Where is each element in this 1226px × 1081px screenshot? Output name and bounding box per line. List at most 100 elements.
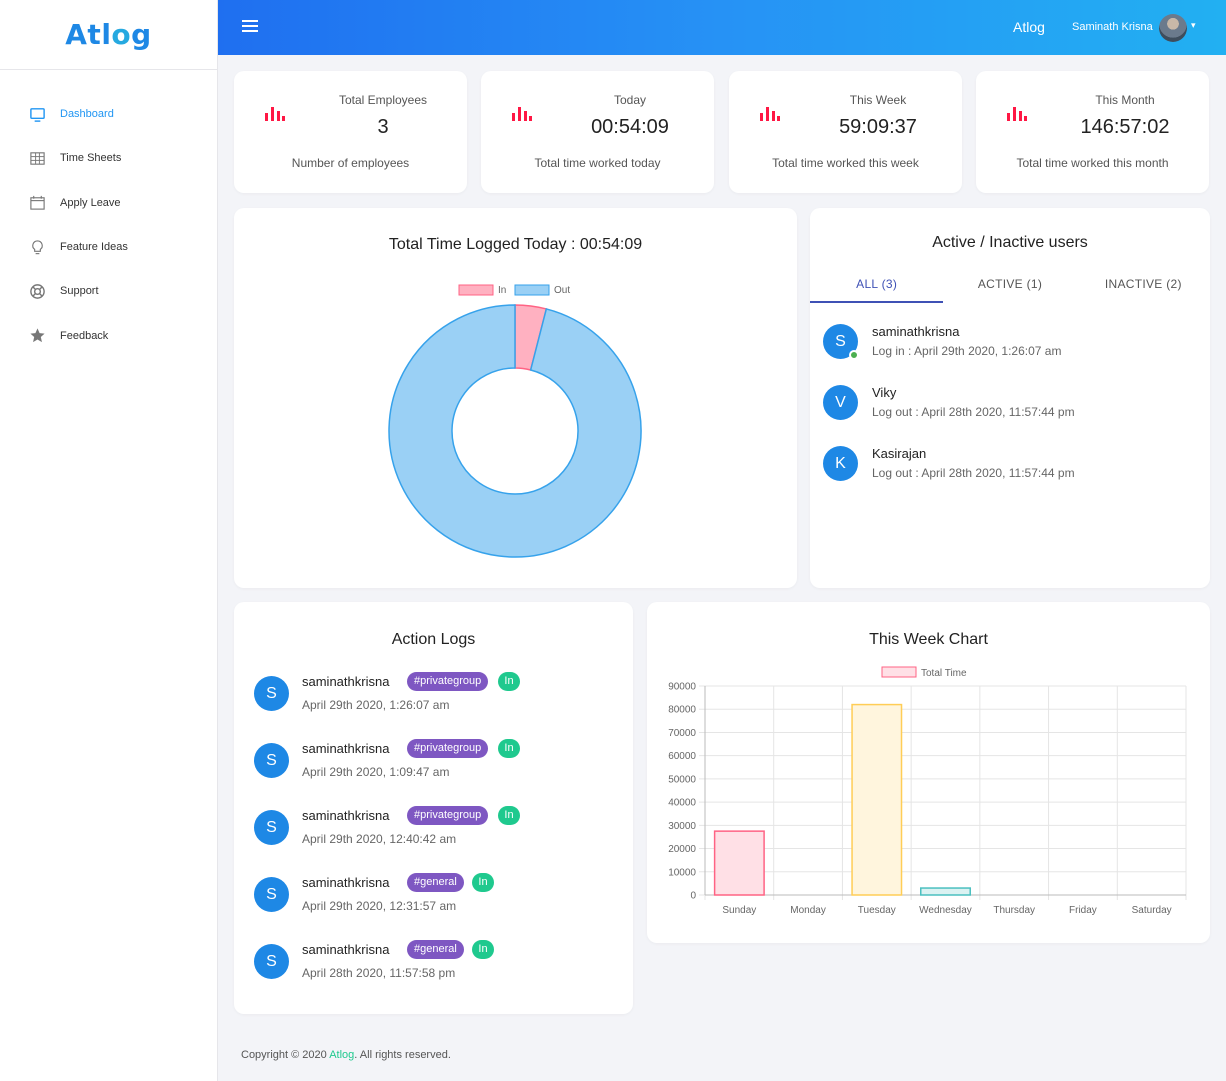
log-row[interactable]: S saminathkrisna #privategroup In April … xyxy=(254,806,623,858)
footer-brand-link[interactable]: Atlog xyxy=(329,1049,355,1061)
calendar-icon xyxy=(30,196,45,210)
log-time: April 29th 2020, 12:31:57 am xyxy=(302,899,457,913)
stat-subtitle: Number of employees xyxy=(291,156,410,170)
stat-card-this-week: This Week 59:09:37 Total time worked thi… xyxy=(729,71,962,193)
logo[interactable]: Atlog xyxy=(65,18,152,51)
donut-slice-out[interactable] xyxy=(388,304,642,558)
sidebar-item-feedback[interactable]: Feedback xyxy=(0,313,217,357)
sidebar-item-support[interactable]: Support xyxy=(0,269,217,313)
log-avatar: S xyxy=(254,810,289,845)
user-name: Viky xyxy=(872,385,897,400)
donut-chart: In Out xyxy=(388,284,642,558)
log-time: April 29th 2020, 1:09:47 am xyxy=(302,765,450,779)
log-time: April 28th 2020, 11:57:58 pm xyxy=(302,966,456,980)
log-user-name: saminathkrisna xyxy=(302,808,390,823)
footer: Copyright © 2020 Atlog. All rights reser… xyxy=(241,1049,451,1061)
sidebar-item-dashboard[interactable]: Dashboard xyxy=(0,92,217,136)
footer-text: . All rights reserved. xyxy=(354,1049,451,1061)
y-tick-label: 30000 xyxy=(668,821,696,832)
action-logs-title: Action Logs xyxy=(391,631,476,648)
log-user-name: saminathkrisna xyxy=(302,942,390,957)
bar-chart-icon xyxy=(512,107,532,121)
bar-tuesday[interactable] xyxy=(851,703,903,896)
log-row[interactable]: S saminathkrisna #general In April 29th … xyxy=(254,873,623,925)
y-tick-label: 20000 xyxy=(668,844,696,855)
bar-wednesday[interactable] xyxy=(920,887,971,896)
user-row[interactable]: K Kasirajan Log out : April 28th 2020, 1… xyxy=(823,446,1200,494)
chevron-down-icon[interactable]: ▾ xyxy=(1191,20,1196,30)
sidebar-item-label: Dashboard xyxy=(60,108,114,121)
action-logs-card: Action Logs S saminathkrisna #privategro… xyxy=(234,602,633,1014)
bar-chart-icon xyxy=(265,107,285,121)
y-tick-label: 80000 xyxy=(668,705,696,716)
log-tag-badge: #privategroup xyxy=(407,672,489,691)
y-tick-label: 40000 xyxy=(668,798,696,809)
week-bar-chart: Total Time 0 10000 20000 30000 40000 50000 600… xyxy=(668,666,1187,916)
sidebar-item-feature-ideas[interactable]: Feature Ideas xyxy=(0,225,217,269)
users-tabs: ALL (3) ACTIVE (1) INACTIVE (2) xyxy=(810,271,1210,303)
log-status-badge: In xyxy=(498,806,520,825)
stat-card-total-employees: Total Employees 3 Number of employees xyxy=(234,71,467,193)
legend-total-time-label: Total Time xyxy=(921,668,967,679)
avatar[interactable] xyxy=(1159,14,1187,42)
sidebar-item-apply-leave[interactable]: Apply Leave xyxy=(0,181,217,225)
menu-toggle-icon[interactable] xyxy=(242,20,258,34)
log-status-badge: In xyxy=(498,672,520,691)
x-tick-label: Thursday xyxy=(993,905,1035,916)
lightbulb-icon xyxy=(32,239,43,254)
stat-subtitle: Total time worked today xyxy=(534,156,661,170)
log-user-name: saminathkrisna xyxy=(302,674,390,689)
sidebar-item-label: Feedback xyxy=(60,329,109,342)
legend-out-label: Out xyxy=(554,285,570,296)
donut-chart-title: Total Time Logged Today : 00:54:09 xyxy=(388,236,643,253)
stat-subtitle: Total time worked this week xyxy=(772,156,919,170)
stat-subtitle: Total time worked this month xyxy=(1016,156,1169,170)
stat-title: Today xyxy=(613,93,647,107)
x-tick-label: Monday xyxy=(790,905,826,916)
header-user-name[interactable]: Saminath Krisna xyxy=(1072,21,1153,33)
log-row[interactable]: S saminathkrisna #privategroup In April … xyxy=(254,672,623,724)
stat-title: Total Employees xyxy=(338,93,428,107)
legend-out-swatch[interactable] xyxy=(514,284,550,296)
log-user-name: saminathkrisna xyxy=(302,875,390,890)
stat-title: This Month xyxy=(1095,93,1155,107)
stat-card-today: Today 00:54:09 Total time worked today xyxy=(481,71,714,193)
tab-active[interactable]: ACTIVE (1) xyxy=(977,277,1043,291)
log-time: April 29th 2020, 12:40:42 am xyxy=(302,832,457,846)
sidebar-item-label: Time Sheets xyxy=(60,152,122,165)
bar-sunday[interactable] xyxy=(713,830,765,896)
sidebar-nav: Dashboard Time Sheets Apply Leave Featur… xyxy=(0,70,217,358)
log-row[interactable]: S saminathkrisna #privategroup In April … xyxy=(254,739,623,791)
stat-card-this-month: This Month 146:57:02 Total time worked t… xyxy=(976,71,1209,193)
x-tick-label: Sunday xyxy=(722,905,756,916)
user-name: Kasirajan xyxy=(872,446,927,461)
log-tag-badge: #privategroup xyxy=(407,739,489,758)
tab-all[interactable]: ALL (3) xyxy=(810,271,944,303)
header-app-name[interactable]: Atlog xyxy=(1013,19,1045,35)
log-avatar: S xyxy=(254,676,289,711)
donut-chart-card: Total Time Logged Today : 00:54:09 In Ou… xyxy=(234,208,797,588)
tab-inactive[interactable]: INACTIVE (2) xyxy=(1104,277,1182,291)
users-card: Active / Inactive users ALL (3) ACTIVE (… xyxy=(810,208,1210,588)
user-name: saminathkrisna xyxy=(872,324,960,339)
log-status-badge: In xyxy=(472,940,494,959)
sidebar-item-time-sheets[interactable]: Time Sheets xyxy=(0,136,217,180)
legend-total-time-swatch[interactable] xyxy=(881,666,917,678)
user-status: Log out : April 28th 2020, 11:57:44 pm xyxy=(872,405,1075,419)
sidebar-item-label: Feature Ideas xyxy=(60,241,128,254)
online-status-dot xyxy=(849,350,859,360)
log-row[interactable]: S saminathkrisna #general In April 28th … xyxy=(254,940,623,992)
sidebar-item-label: Support xyxy=(60,285,99,298)
user-row[interactable]: V Viky Log out : April 28th 2020, 11:57:… xyxy=(823,385,1200,433)
y-tick-label: 0 xyxy=(690,891,696,902)
user-status: Log in : April 29th 2020, 1:26:07 am xyxy=(872,344,1062,358)
logo-area: Atlog xyxy=(0,0,217,70)
log-time: April 29th 2020, 1:26:07 am xyxy=(302,698,450,712)
log-avatar: S xyxy=(254,877,289,912)
week-chart-title: This Week Chart xyxy=(869,631,988,648)
top-header: Atlog Saminath Krisna ▾ xyxy=(218,0,1226,55)
user-row[interactable]: S saminathkrisna Log in : April 29th 202… xyxy=(823,324,1200,372)
log-status-badge: In xyxy=(472,873,494,892)
legend-in-swatch[interactable] xyxy=(458,284,494,296)
user-avatar: K xyxy=(823,446,858,481)
